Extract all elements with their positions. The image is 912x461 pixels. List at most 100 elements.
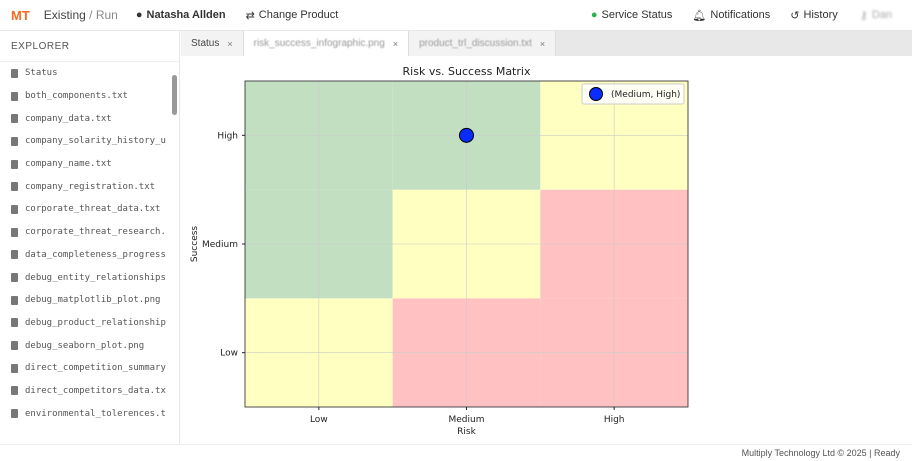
x-tick-label: High: [604, 415, 625, 425]
footer: Multiply Technology Ltd © 2025 | Ready: [0, 444, 912, 460]
app-title: Existing: [43, 8, 86, 22]
legend-marker: [589, 87, 603, 101]
file-list: Status both_components.txt company_data.tx…: [0, 62, 179, 425]
file-item[interactable]: debug_product_relationship: [0, 312, 170, 335]
tab-product-trl-discussion[interactable]: product_trl_discussion.txt ×: [409, 31, 557, 56]
file-name: debug_seaborn_plot.png: [25, 340, 145, 351]
file-icon: [11, 114, 18, 124]
file-name: debug_entity_relationships: [25, 272, 166, 283]
change-product-button[interactable]: ⇄ Change Product: [246, 9, 339, 22]
tab-label: risk_success_infographic.png: [253, 38, 385, 49]
file-name: environmental_tolerences.t: [25, 408, 166, 419]
account-button[interactable]: ⚷ Dan: [860, 9, 892, 22]
y-tick-label: High: [217, 131, 238, 141]
key-icon: ⚷: [859, 9, 868, 22]
file-icon: [11, 159, 18, 169]
file-name: company_solarity_history_u: [25, 136, 166, 147]
change-product-label: Change Product: [258, 9, 339, 21]
file-name: corporate_threat_research.: [25, 227, 166, 238]
file-item[interactable]: direct_competition_summary: [0, 357, 170, 380]
x-axis-label: Risk: [457, 427, 476, 437]
file-icon: [11, 363, 18, 373]
tab-status[interactable]: Status ×: [181, 31, 244, 56]
file-name: data_completeness_progress: [25, 249, 166, 260]
file-item[interactable]: company_solarity_history_u: [0, 130, 170, 153]
service-status-label: Service Status: [601, 9, 673, 21]
app-name: Existing / Run: [44, 8, 118, 22]
logo: MT: [11, 7, 30, 23]
file-icon: [11, 204, 18, 214]
account-label: Dan: [871, 9, 892, 21]
file-name: company_registration.txt: [25, 181, 156, 192]
legend: [581, 83, 685, 105]
file-item[interactable]: company_registration.txt: [0, 175, 170, 198]
file-item[interactable]: debug_entity_relationships: [0, 266, 170, 289]
file-icon: [11, 68, 18, 78]
file-icon: [11, 318, 18, 328]
close-icon[interactable]: ×: [392, 38, 399, 49]
file-item[interactable]: both_components.txt: [0, 85, 170, 108]
file-name: direct_competitors_data.tx: [25, 385, 166, 396]
check-circle-icon: ●: [590, 9, 598, 21]
service-status-button[interactable]: ● Service Status: [591, 9, 673, 21]
file-item[interactable]: company_data.txt: [0, 107, 170, 130]
user-icon: ●: [135, 9, 143, 21]
close-icon[interactable]: ×: [539, 38, 546, 49]
file-item[interactable]: company_name.txt: [0, 153, 170, 176]
file-item[interactable]: direct_competitors_data.tx: [0, 380, 170, 403]
tab-label: Status: [191, 38, 220, 49]
file-name: company_name.txt: [25, 159, 112, 170]
notifications-label: Notifications: [710, 9, 771, 21]
file-icon: [11, 227, 18, 237]
close-icon[interactable]: ×: [227, 38, 233, 49]
tab-bar: Status × risk_success_infographic.png × pr…: [181, 31, 912, 56]
user-name: Natasha Allden: [146, 9, 226, 21]
file-item[interactable]: corporate_threat_data.txt: [0, 198, 170, 221]
file-item[interactable]: Status: [0, 62, 170, 85]
x-tick-label: Low: [310, 415, 328, 425]
file-name: both_components.txt: [25, 91, 128, 102]
y-axis-label: Success: [190, 226, 200, 263]
history-icon: ↺: [790, 9, 800, 22]
tab-label: product_trl_discussion.txt: [419, 38, 532, 49]
file-icon: [11, 136, 18, 146]
file-name: direct_competition_summary: [25, 363, 166, 374]
file-name: corporate_threat_data.txt: [25, 204, 161, 215]
notifications-button[interactable]: 🔔︎ Notifications: [692, 9, 770, 22]
bell-icon: 🔔︎: [692, 9, 707, 22]
file-icon: [11, 91, 18, 101]
file-name: debug_product_relationship: [25, 317, 166, 328]
top-bar: MT Existing / Run ● Natasha Allden ⇄ Chang…: [0, 0, 912, 31]
swap-icon: ⇄: [245, 9, 255, 22]
mode-label: / Run: [89, 8, 118, 22]
file-icon: [11, 250, 18, 260]
file-name: Status: [25, 68, 58, 79]
file-name: debug_matplotlib_plot.png: [25, 295, 161, 306]
file-name: company_data.txt: [25, 113, 112, 124]
file-item[interactable]: debug_seaborn_plot.png: [0, 334, 170, 357]
file-item[interactable]: data_completeness_progress: [0, 244, 170, 267]
file-icon: [11, 295, 18, 305]
tab-risk-success-infographic[interactable]: risk_success_infographic.png ×: [243, 31, 410, 56]
file-icon: [11, 386, 18, 396]
x-tick-label: Medium: [449, 415, 485, 425]
explorer-title: EXPLORER: [0, 31, 179, 62]
file-icon: [11, 409, 18, 419]
sidebar-scrollbar[interactable]: [172, 75, 177, 115]
file-item[interactable]: corporate_threat_research.: [0, 221, 170, 244]
file-icon: [11, 182, 18, 192]
y-tick-label: Medium: [202, 240, 238, 250]
legend-box: [581, 83, 685, 105]
file-item[interactable]: debug_matplotlib_plot.png: [0, 289, 170, 312]
history-label: History: [803, 9, 838, 21]
legend-label: (Medium, High): [611, 90, 680, 100]
chart-title: Risk vs. Success Matrix: [403, 65, 531, 78]
file-item[interactable]: environmental_tolerences.t: [0, 402, 170, 425]
file-icon: [11, 273, 18, 283]
file-icon: [11, 341, 18, 351]
risk-success-chart: Low Medium High Low Medium High Risk vs. Succe…: [190, 65, 689, 437]
user-menu[interactable]: ● Natasha Allden: [136, 9, 226, 21]
history-button[interactable]: ↺ History: [790, 9, 837, 22]
data-point: [459, 127, 474, 143]
